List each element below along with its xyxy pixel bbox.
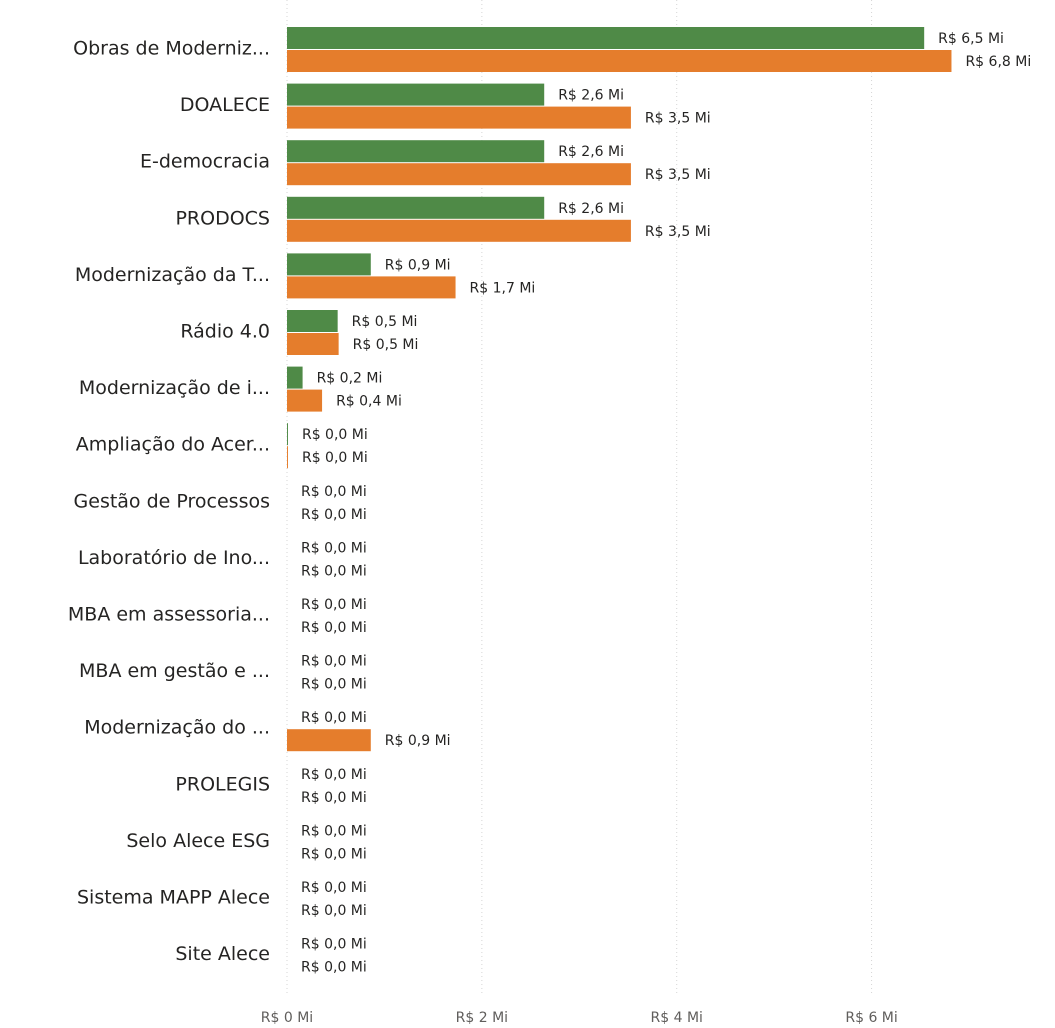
y-tick-label: Modernização de i... [79,377,270,399]
value-label: R$ 1,7 Mi [470,280,536,296]
bar [287,729,371,752]
bar [287,253,371,276]
value-label: R$ 2,6 Mi [558,144,624,160]
value-label: R$ 3,5 Mi [645,111,711,127]
x-tick-label: R$ 2 Mi [456,1010,508,1026]
y-tick-label: MBA em assessoria... [68,604,270,626]
x-tick-label: R$ 6 Mi [845,1010,897,1026]
y-tick-label: Rádio 4.0 [180,321,270,343]
y-tick-label: Site Alece [175,943,270,965]
value-label: R$ 0,0 Mi [301,710,367,726]
value-label: R$ 0,0 Mi [301,677,367,693]
bar [287,163,631,186]
value-label: R$ 6,5 Mi [938,31,1004,47]
value-label: R$ 0,0 Mi [301,654,367,670]
y-tick-label: Ampliação do Acer... [76,434,270,456]
value-label: R$ 3,5 Mi [645,167,711,183]
value-label: R$ 0,0 Mi [301,597,367,613]
value-label: R$ 0,0 Mi [301,960,367,976]
value-label: R$ 0,0 Mi [301,823,367,839]
value-label: R$ 0,0 Mi [302,427,368,443]
value-label: R$ 0,0 Mi [302,450,368,466]
x-tick-label: R$ 4 Mi [651,1010,703,1026]
y-tick-label: E-democracia [140,151,270,173]
value-label: R$ 0,0 Mi [301,620,367,636]
bar [287,219,631,242]
y-tick-label: DOALECE [180,94,270,116]
value-label: R$ 0,2 Mi [317,371,383,387]
bar [287,106,631,129]
value-label: R$ 0,0 Mi [301,484,367,500]
bar [287,333,339,355]
y-tick-label: PROLEGIS [175,773,270,795]
bar [287,140,545,163]
value-label: R$ 0,0 Mi [301,903,367,919]
bar [287,276,456,299]
y-tick-label: Laboratório de Ino... [78,547,270,569]
bar [287,446,288,469]
bar [287,83,545,106]
bar [287,366,303,389]
y-tick-label: PRODOCS [175,207,270,229]
value-label: R$ 0,5 Mi [352,314,418,330]
y-tick-label: Obras de Moderniz... [73,38,270,60]
value-label: R$ 2,6 Mi [558,88,624,104]
value-label: R$ 0,0 Mi [301,880,367,896]
bar [287,50,952,72]
value-label: R$ 0,0 Mi [301,540,367,556]
value-label: R$ 0,0 Mi [301,937,367,953]
bar [287,196,545,219]
x-tick-label: R$ 0 Mi [261,1010,313,1026]
y-tick-label: Sistema MAPP Alece [77,887,270,909]
value-label: R$ 6,8 Mi [965,54,1031,70]
value-label: R$ 3,5 Mi [645,224,711,240]
y-tick-label: Modernização da T... [75,264,270,286]
value-label: R$ 0,0 Mi [301,846,367,862]
value-label: R$ 0,5 Mi [353,337,419,353]
y-tick-label: Selo Alece ESG [126,830,270,852]
y-tick-label: MBA em gestão e ... [79,660,270,682]
bar [287,310,338,332]
value-label: R$ 0,9 Mi [385,733,451,749]
y-tick-label: Gestão de Processos [74,490,270,512]
value-label: R$ 0,4 Mi [336,394,402,410]
y-tick-label: Modernização do ... [84,717,270,739]
value-label: R$ 0,0 Mi [301,790,367,806]
bar [287,423,288,446]
value-label: R$ 0,0 Mi [301,563,367,579]
bar [287,27,925,49]
value-label: R$ 0,0 Mi [301,507,367,523]
value-label: R$ 0,0 Mi [301,767,367,783]
bar [287,389,323,412]
value-label: R$ 0,9 Mi [385,257,451,273]
value-label: R$ 2,6 Mi [558,201,624,217]
